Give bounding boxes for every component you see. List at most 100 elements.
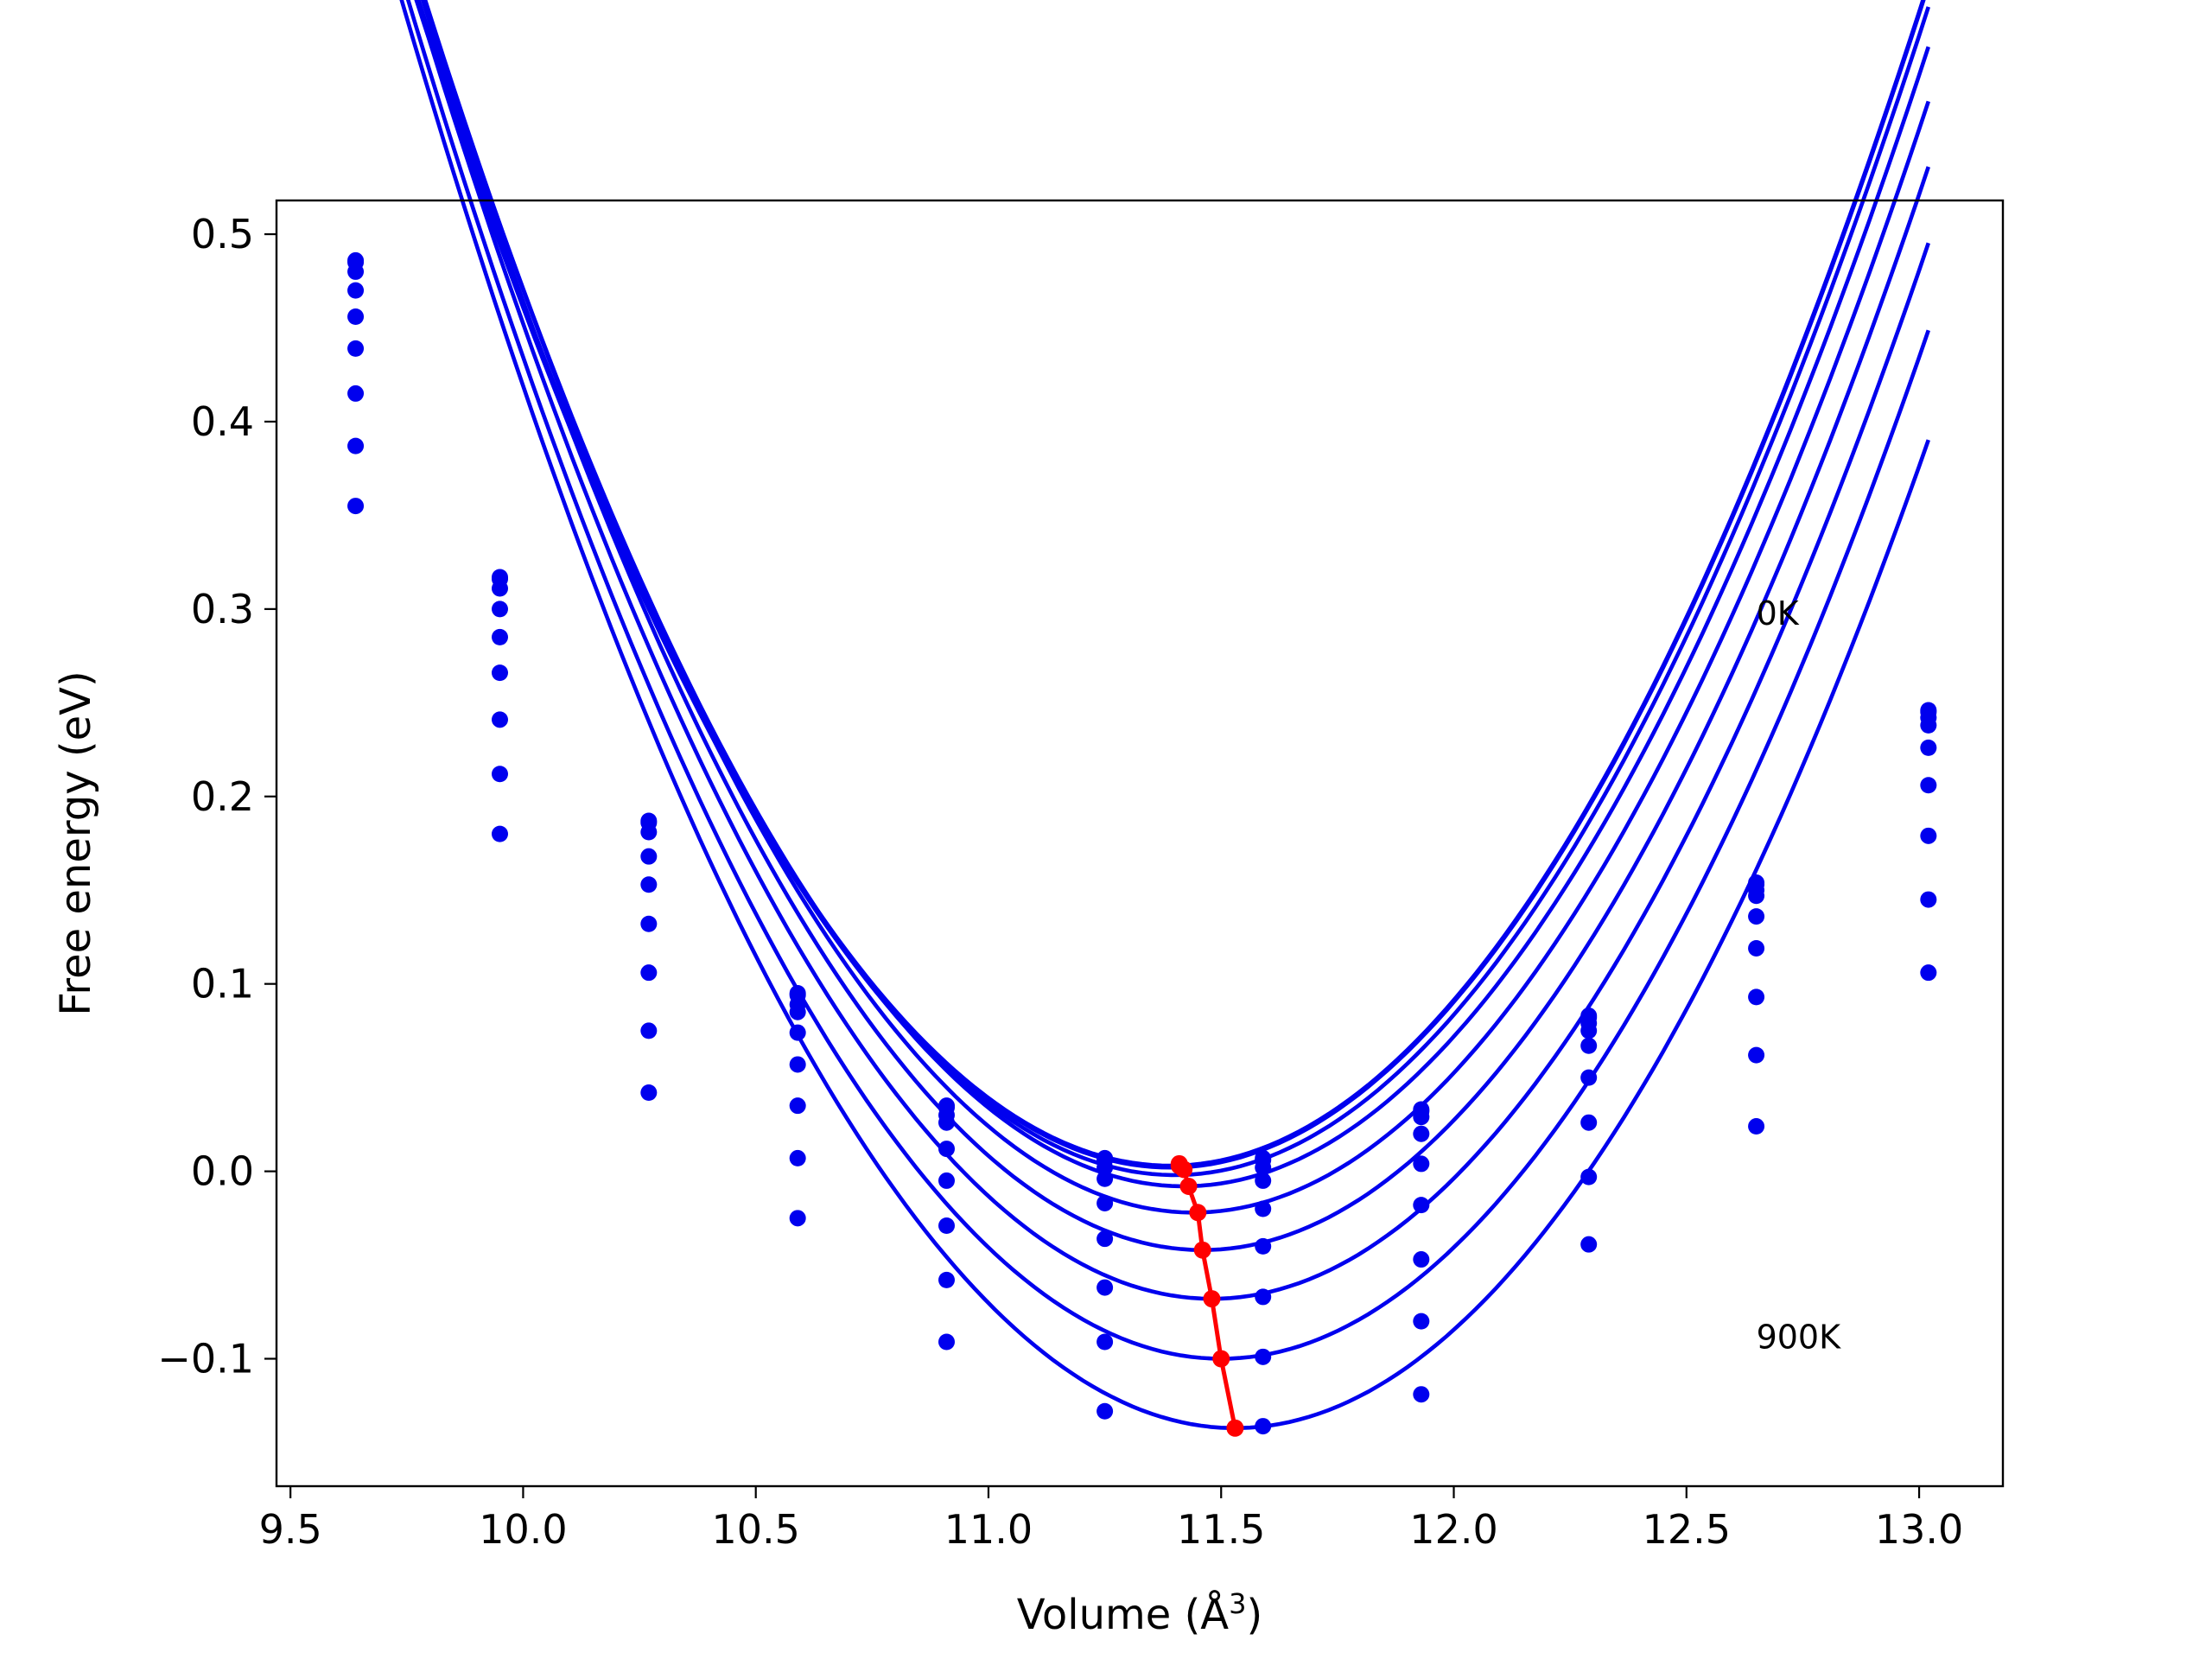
y-axis-label: Free energy (eV): [52, 671, 100, 1015]
data-point-300k: [1255, 1172, 1272, 1189]
data-point-500k: [492, 664, 509, 682]
data-point-700k: [1920, 891, 1937, 908]
minimum-point: [1175, 1160, 1193, 1179]
data-point-600k: [1096, 1279, 1114, 1296]
data-point-300k: [347, 282, 365, 299]
data-point-400k: [347, 308, 365, 325]
data-point-200k: [492, 580, 509, 597]
data-point-300k: [492, 601, 509, 618]
y-tick-label: 0.1: [191, 961, 254, 1007]
data-point-400k: [938, 1141, 956, 1158]
data-point-700k: [1096, 1333, 1114, 1351]
data-point-500k: [1413, 1197, 1430, 1214]
fit-curve-200k: [416, 0, 1930, 1178]
minimum-point: [1203, 1290, 1221, 1308]
minimum-point: [1226, 1419, 1244, 1437]
data-point-900k: [1413, 1386, 1430, 1403]
y-tick-label: 0.3: [191, 586, 254, 632]
data-point-400k: [1748, 908, 1765, 925]
data-point-900k: [1748, 1118, 1765, 1135]
data-point-700k: [1255, 1348, 1272, 1365]
x-tick-label: 12.0: [1409, 1506, 1497, 1553]
minimum-point: [1193, 1241, 1211, 1259]
minimum-point: [1189, 1204, 1207, 1222]
data-point-500k: [640, 915, 658, 932]
data-point-600k: [640, 964, 658, 982]
data-point-600k: [1255, 1288, 1272, 1306]
data-point-500k: [1920, 777, 1937, 794]
data-point-700k: [789, 1149, 806, 1166]
data-point-900k: [1920, 964, 1937, 982]
y-tick-label: 0.4: [191, 398, 254, 445]
data-point-300k: [1920, 716, 1937, 734]
data-point-900k: [492, 825, 509, 842]
data-point-500k: [789, 1056, 806, 1073]
data-point-400k: [1096, 1194, 1114, 1211]
minimum-point: [1212, 1350, 1230, 1368]
y-tick-label: 0.0: [191, 1148, 254, 1195]
annotation-0k: 0K: [1757, 594, 1800, 632]
data-point-500k: [1255, 1237, 1272, 1255]
data-point-600k: [492, 711, 509, 728]
x-axis-label-superscript: 3: [1229, 1587, 1246, 1620]
y-tick-label: −0.1: [157, 1336, 254, 1382]
fit-curve-400k: [423, 0, 1930, 1215]
data-point-200k: [640, 823, 658, 841]
data-point-900k: [1096, 1402, 1114, 1420]
data-point-600k: [1580, 1114, 1598, 1131]
data-point-400k: [1580, 1037, 1598, 1054]
data-point-700k: [1748, 1046, 1765, 1064]
data-point-700k: [938, 1271, 956, 1288]
x-axis-label-main: Volume (Å: [1017, 1590, 1230, 1639]
x-tick-label: 10.0: [479, 1506, 567, 1553]
data-point-700k: [492, 766, 509, 783]
data-point-500k: [347, 340, 365, 357]
minimum-point: [1179, 1177, 1198, 1195]
data-point-500k: [1748, 939, 1765, 957]
data-point-300k: [1580, 1022, 1598, 1039]
y-tick-label: 0.2: [191, 773, 254, 820]
fit-curve-900k: [399, 0, 1930, 1430]
x-tick-label: 10.5: [711, 1506, 799, 1553]
data-point-700k: [640, 1022, 658, 1039]
x-axis-label-close: ): [1246, 1591, 1262, 1639]
x-tick-label: 12.5: [1643, 1506, 1731, 1553]
data-point-300k: [1096, 1170, 1114, 1187]
fit-curve-500k: [420, 0, 1930, 1253]
data-point-900k: [1580, 1236, 1598, 1253]
data-point-400k: [1255, 1200, 1272, 1217]
data-point-400k: [492, 628, 509, 645]
x-tick-label: 9.5: [259, 1506, 322, 1553]
data-point-600k: [1413, 1251, 1430, 1268]
data-point-700k: [1580, 1168, 1598, 1185]
x-tick-label: 13.0: [1875, 1506, 1963, 1553]
data-point-900k: [938, 1333, 956, 1351]
data-point-300k: [1748, 887, 1765, 905]
data-point-300k: [1413, 1125, 1430, 1142]
data-point-200k: [347, 263, 365, 280]
data-point-700k: [347, 437, 365, 454]
data-point-400k: [1920, 739, 1937, 756]
data-point-200k: [1413, 1109, 1430, 1126]
data-point-500k: [1096, 1230, 1114, 1248]
data-point-400k: [640, 876, 658, 893]
data-point-700k: [1413, 1313, 1430, 1330]
x-tick-label: 11.0: [944, 1506, 1033, 1553]
plot-area: [347, 0, 1937, 1437]
annotation-900k: 900K: [1757, 1318, 1842, 1356]
data-point-900k: [1255, 1418, 1272, 1435]
data-point-600k: [347, 385, 365, 402]
data-point-900k: [640, 1084, 658, 1101]
y-tick-label: 0.5: [191, 211, 254, 257]
data-point-500k: [938, 1172, 956, 1189]
axes-frame: [275, 199, 2005, 1488]
data-point-600k: [1920, 827, 1937, 844]
data-point-300k: [789, 1003, 806, 1020]
data-point-900k: [789, 1210, 806, 1227]
fit-curve-700k: [405, 0, 1930, 1361]
axis-ticks: 9.5 10.0 10.5 11.0 11.5 12.0 12.5 13.0 −0.1 0.0 0.…: [157, 211, 1963, 1553]
data-point-600k: [789, 1097, 806, 1115]
data-point-900k: [347, 498, 365, 515]
